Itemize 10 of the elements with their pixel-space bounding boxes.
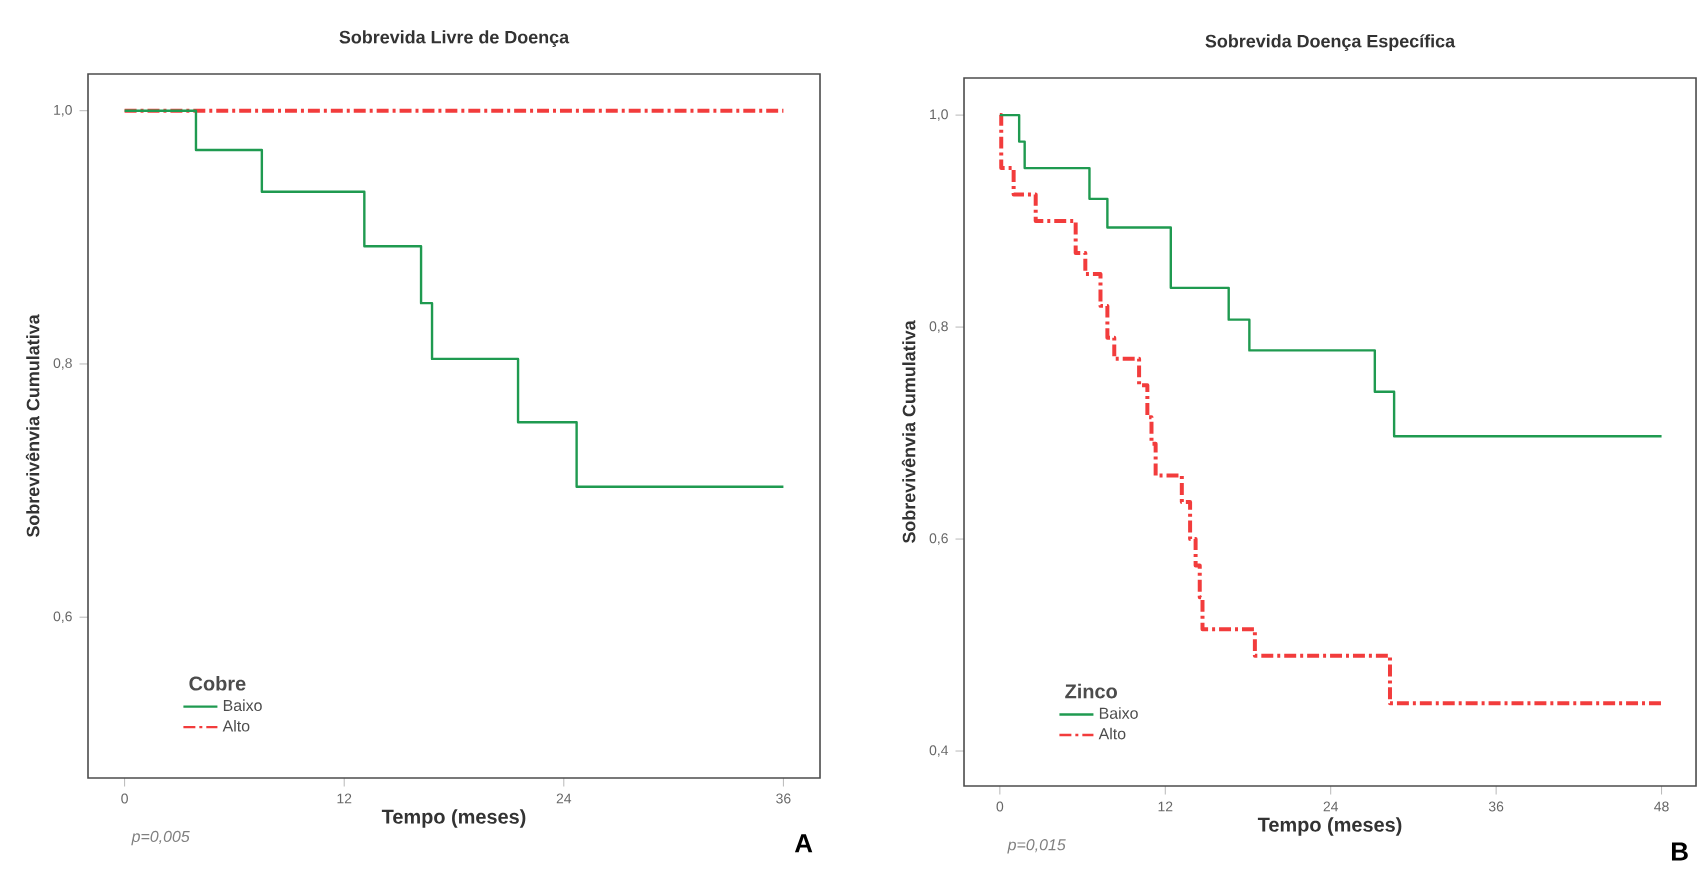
- y-axis-title: Sobrevivênvia Cumulativa: [25, 314, 40, 538]
- legend-title: Cobre: [189, 675, 246, 691]
- text: B: [1671, 842, 1688, 861]
- chart-title: Sobrevida Doença Específica: [1205, 34, 1456, 52]
- x-axis-title: Tempo (meses): [1257, 817, 1402, 836]
- y-axis-title: Sobrevivênvia Cumulativa: [901, 320, 916, 544]
- text: A: [794, 834, 813, 853]
- x-axis-title: Tempo (meses): [381, 809, 526, 828]
- legend-title: Zinco: [1065, 683, 1117, 699]
- chart-title: Sobrevida Livre de Doença: [339, 30, 570, 48]
